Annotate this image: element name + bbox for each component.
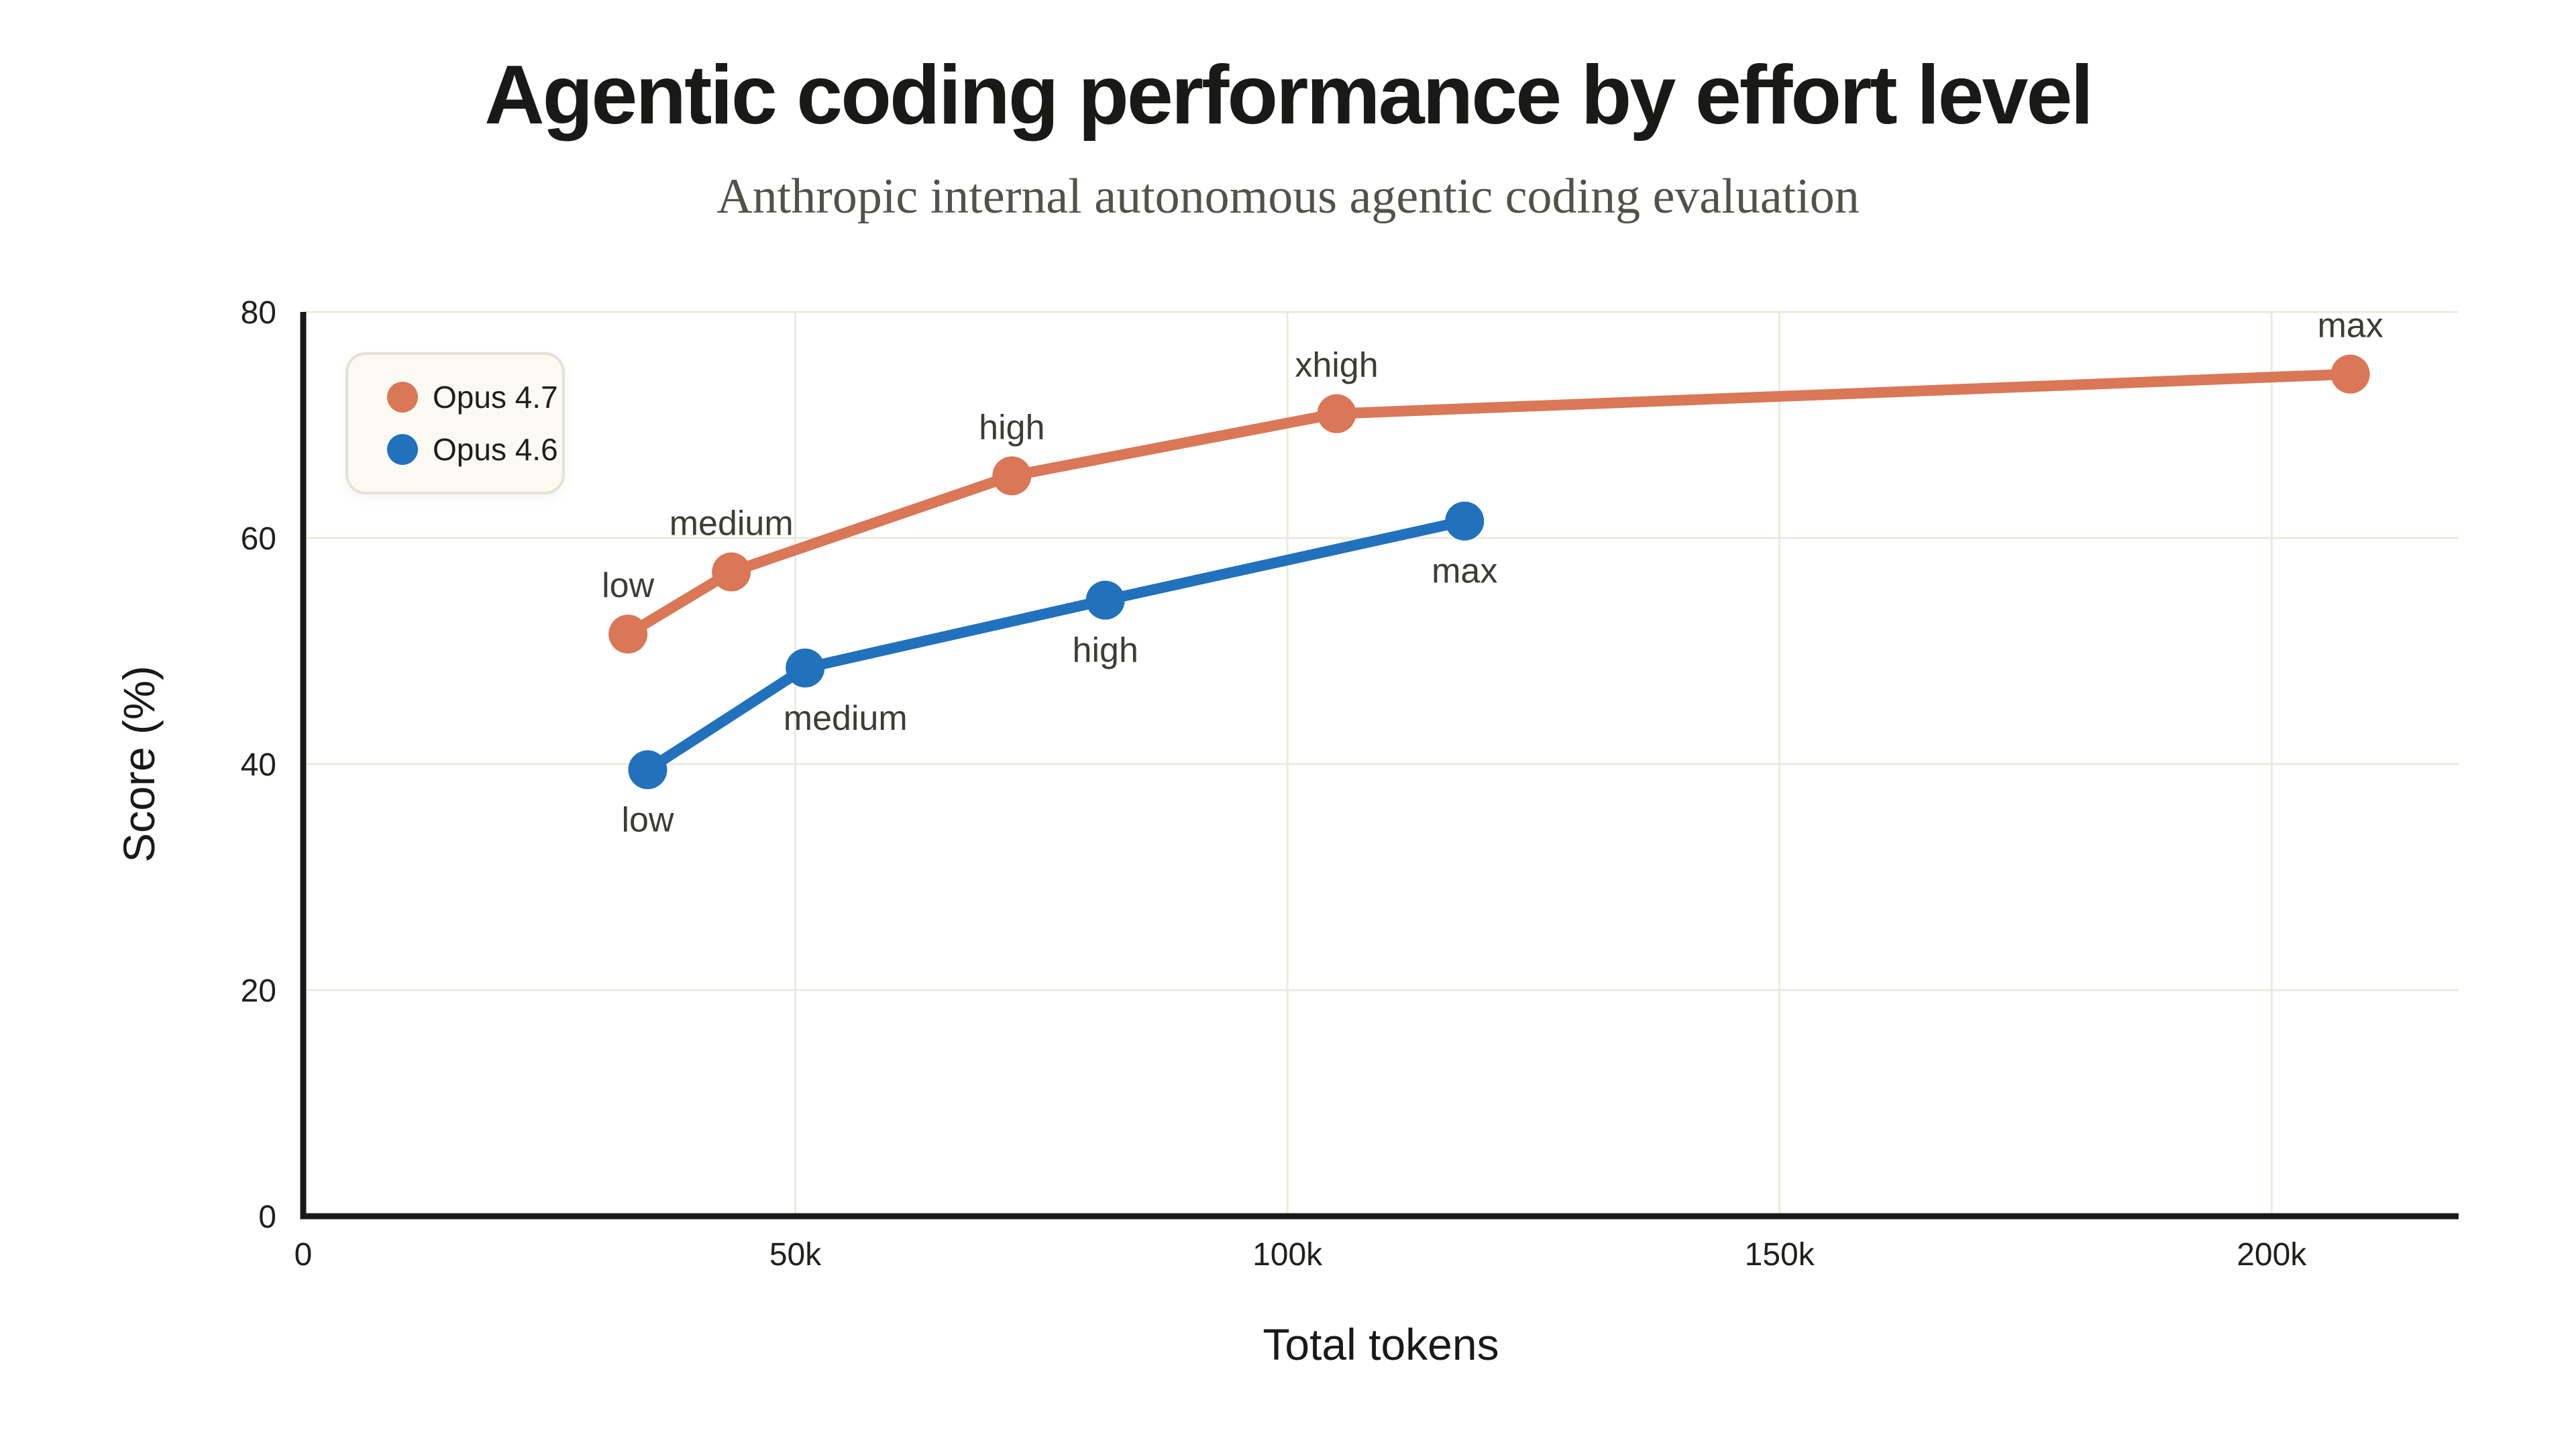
legend-item-opus-4-7: Opus 4.7 <box>387 382 562 413</box>
x-tick-label: 150k <box>1745 1237 1815 1273</box>
point-label: xhigh <box>1295 346 1378 385</box>
x-axis-title: Total tokens <box>1263 1320 1499 1369</box>
point-label: high <box>1073 631 1138 670</box>
data-point-opus-4-7-max <box>2330 354 2370 394</box>
point-label: max <box>1432 552 1497 591</box>
series-opus-4-6: low medium high max <box>621 501 1497 839</box>
legend-swatch-opus-4-7 <box>387 382 418 413</box>
series-line-opus-4-6 <box>642 515 1470 775</box>
x-tick-label: 50k <box>769 1237 822 1273</box>
data-point-opus-4-6-low <box>628 750 667 790</box>
series-line-opus-4-7 <box>623 368 2356 640</box>
point-label: high <box>979 408 1044 447</box>
series-opus-4-7: low medium high xhigh max <box>602 307 2383 654</box>
data-point-opus-4-7-low <box>608 614 648 654</box>
legend-swatch-opus-4-6 <box>387 434 418 465</box>
y-axis-title: Score (%) <box>114 665 164 862</box>
data-point-opus-4-6-max <box>1445 501 1485 541</box>
axes <box>300 312 2459 1220</box>
x-tick-label: 0 <box>294 1237 313 1273</box>
data-point-opus-4-7-medium <box>712 552 751 592</box>
legend-label: Opus 4.7 <box>433 380 558 415</box>
legend-item-opus-4-6: Opus 4.6 <box>387 434 562 465</box>
point-label: low <box>602 566 654 605</box>
chart-subtitle: Anthropic internal autonomous agentic co… <box>716 169 1860 224</box>
point-label: medium <box>669 504 794 543</box>
legend-label: Opus 4.6 <box>433 432 558 467</box>
data-point-opus-4-6-medium <box>786 648 825 688</box>
y-tick-label: 80 <box>241 295 276 331</box>
y-tick-label: 20 <box>241 973 276 1009</box>
y-tick-label: 0 <box>258 1199 276 1235</box>
data-point-opus-4-7-xhigh <box>1317 394 1356 433</box>
chart-title: Agentic coding performance by effort lev… <box>484 49 2094 142</box>
data-point-opus-4-7-high <box>992 456 1032 496</box>
point-label: low <box>621 800 674 839</box>
data-point-opus-4-6-high <box>1085 580 1125 620</box>
x-tick-label: 100k <box>1252 1237 1323 1273</box>
point-label: medium <box>784 699 908 738</box>
y-tick-label: 40 <box>241 747 276 783</box>
y-tick-label: 60 <box>241 521 276 557</box>
x-tick-label: 200k <box>2237 1237 2307 1273</box>
point-label: max <box>2317 307 2383 345</box>
gridlines <box>303 311 2459 1216</box>
legend: Opus 4.7 Opus 4.6 <box>345 352 565 494</box>
